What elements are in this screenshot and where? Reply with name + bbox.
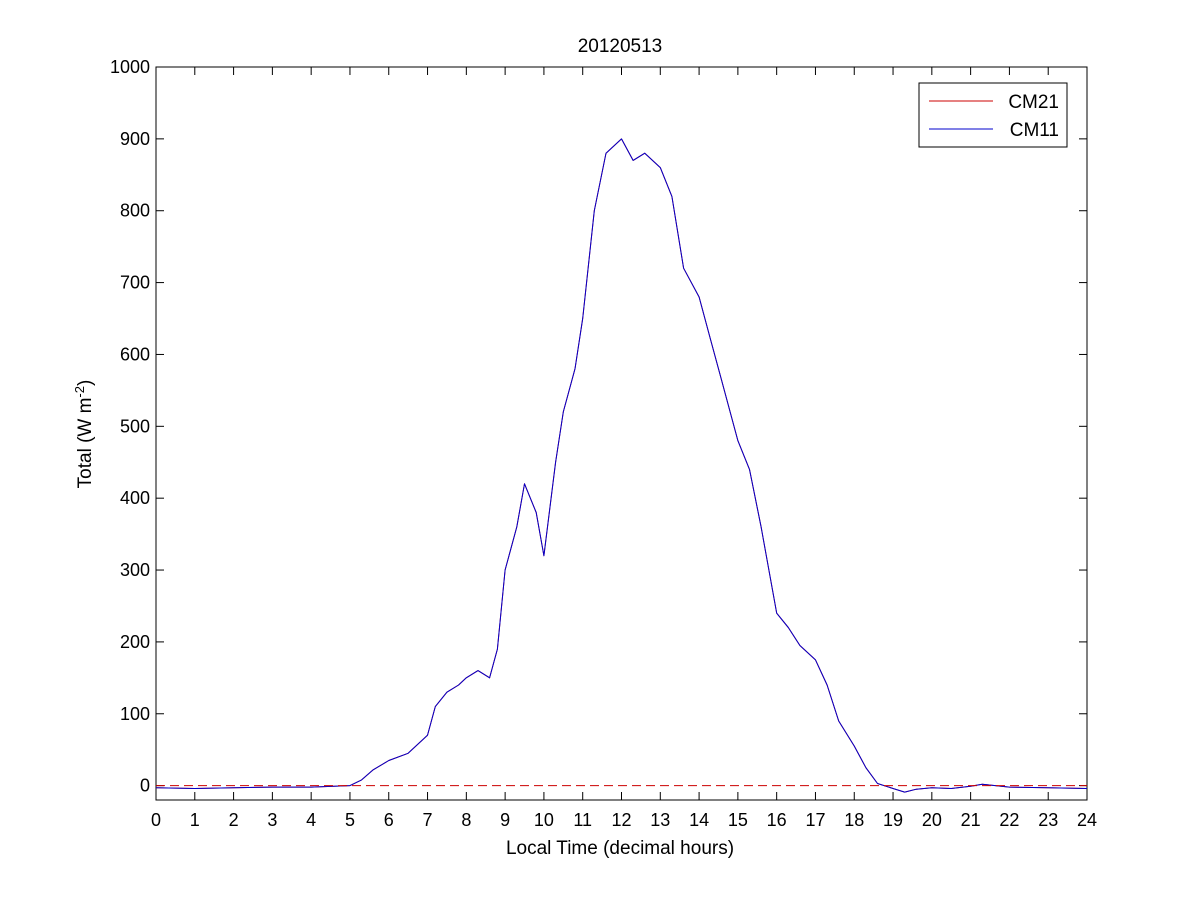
x-tick-label-14: 14 (689, 810, 709, 830)
y-tick-label-7: 700 (120, 273, 150, 293)
x-tick-label-0: 0 (151, 810, 161, 830)
y-tick-label-9: 900 (120, 129, 150, 149)
y-axis-label-close: ) (75, 380, 96, 386)
x-tick-label-16: 16 (767, 810, 787, 830)
x-tick-label-19: 19 (883, 810, 903, 830)
x-tick-label-6: 6 (384, 810, 394, 830)
x-tick-label-5: 5 (345, 810, 355, 830)
legend-box (918, 82, 1068, 148)
x-tick-label-24: 24 (1077, 810, 1097, 830)
x-tick-label-4: 4 (306, 810, 316, 830)
y-axis-label-main: Total (W m (75, 398, 96, 489)
x-tick-label-1: 1 (190, 810, 200, 830)
series-line-cm11 (155, 138, 1088, 793)
chart-title: 20120513 (578, 36, 663, 57)
x-tick-label-10: 10 (534, 810, 554, 830)
plot-area: 0 1 2 3 4 5 6 7 8 9 10 11 12 13 14 15 16 17 18 19 20 21 22 23 24… (110, 57, 1097, 830)
x-tick-label-18: 18 (844, 810, 864, 830)
x-tick-label-11: 11 (573, 810, 592, 830)
x-tick-label-17: 17 (805, 810, 825, 830)
y-tick-label-1: 100 (120, 704, 150, 724)
legend-label-cm21: CM21 (1008, 92, 1059, 113)
x-tick-label-2: 2 (229, 810, 239, 830)
x-tick-label-20: 20 (922, 810, 942, 830)
y-tick-label-4: 400 (120, 488, 150, 508)
legend-label-cm11: CM11 (1010, 120, 1059, 141)
y-tick-label-5: 500 (120, 416, 150, 436)
y-axis-label-superscript: -2 (72, 386, 87, 398)
y-tick-label-2: 200 (120, 632, 150, 652)
y-tick-label-10: 1000 (110, 57, 150, 77)
x-axis-label: Local Time (decimal hours) (506, 838, 734, 859)
x-tick-label-15: 15 (728, 810, 748, 830)
y-tick-label-3: 300 (120, 560, 150, 580)
x-tick-label-22: 22 (999, 810, 1019, 830)
x-tick-label-7: 7 (423, 810, 433, 830)
x-tick-label-9: 9 (500, 810, 510, 830)
y-axis-label: Total (W m-2) (72, 380, 96, 489)
x-tick-label-21: 21 (961, 810, 981, 830)
x-tick-label-8: 8 (461, 810, 471, 830)
y-tick-label-8: 800 (120, 201, 150, 221)
axes-box (155, 66, 1088, 801)
x-tick-label-23: 23 (1038, 810, 1058, 830)
y-tick-label-0: 0 (140, 776, 150, 796)
x-tick-label-13: 13 (650, 810, 670, 830)
legend: CM21 CM11 (918, 82, 1068, 148)
y-tick-label-6: 600 (120, 344, 150, 364)
x-tick-label-12: 12 (611, 810, 631, 830)
x-tick-label-3: 3 (267, 810, 277, 830)
